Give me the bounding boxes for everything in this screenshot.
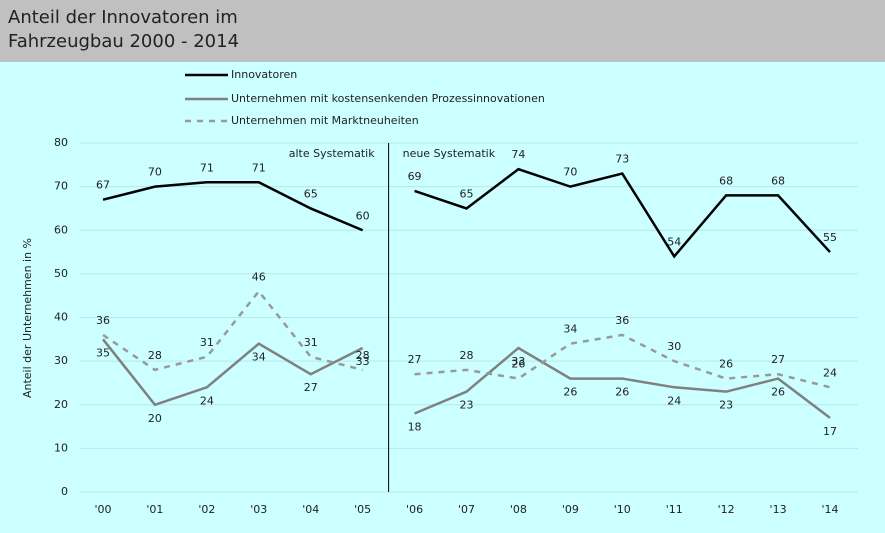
data-label: 27 [304,381,318,394]
y-tick-label: 40 [54,311,68,324]
x-tick-label: '07 [458,503,475,516]
data-label: 26 [563,386,577,399]
data-label: 68 [771,174,785,187]
data-label: 27 [408,353,422,366]
y-tick-label: 10 [54,441,68,454]
legend-label: Unternehmen mit kostensenkenden Prozessi… [231,92,545,105]
data-label: 26 [719,358,733,371]
series-line [414,333,831,389]
x-tick-label: '04 [302,503,319,516]
data-label: 68 [719,174,733,187]
data-label: 60 [356,209,370,222]
series-line [102,289,363,372]
y-tick-label: 50 [54,267,68,280]
data-label: 46 [252,270,266,283]
chart-title: Anteil der Innovatoren im Fahrzeugbau 20… [8,7,240,52]
x-tick-label: '08 [510,503,527,516]
data-label: 28 [356,349,370,362]
series-line [414,346,831,419]
data-label: 65 [460,187,474,200]
data-label: 34 [563,323,577,336]
series-line [414,167,831,259]
annotation: alte Systematik [289,147,376,160]
x-tick-label: '13 [770,503,787,516]
data-label: 55 [823,231,837,244]
data-label: 20 [148,412,162,425]
x-tick-label: '06 [406,503,423,516]
data-label: 67 [96,179,110,192]
y-tick-label: 80 [54,136,68,149]
data-label: 26 [511,358,525,371]
x-tick-label: '11 [666,503,683,516]
data-label: 73 [615,153,629,166]
data-label: 28 [148,349,162,362]
series-line [102,338,364,407]
data-label: 65 [304,187,318,200]
data-label: 33 [511,355,525,368]
x-tick-label: '05 [354,503,371,516]
data-label: 71 [200,161,214,174]
x-tick-label: '03 [250,503,267,516]
data-label: 27 [771,353,785,366]
data-label: 33 [356,355,370,368]
x-tick-label: '01 [146,503,163,516]
y-tick-label: 20 [54,398,68,411]
data-label: 69 [408,170,422,183]
data-label: 23 [460,399,474,412]
data-label: 35 [96,346,110,359]
data-label: 30 [667,340,681,353]
data-label: 26 [615,386,629,399]
y-axis-label: Anteil der Unternehmen in % [21,238,34,398]
x-tick-label: '14 [821,503,838,516]
y-tick-label: 0 [61,485,68,498]
legend-label: Unternehmen mit Marktneuheiten [231,114,419,127]
data-label: 23 [719,399,733,412]
data-label: 26 [771,386,785,399]
x-tick-label: '10 [614,503,631,516]
data-label: 71 [252,161,266,174]
data-label: 74 [511,148,525,161]
title-bar: Anteil der Innovatoren im Fahrzeugbau 20… [0,0,885,62]
data-label: 36 [96,314,110,327]
y-tick-label: 30 [54,354,68,367]
data-label: 24 [200,394,214,407]
data-label: 36 [615,314,629,327]
data-label: 70 [148,166,162,179]
y-tick-label: 70 [54,180,68,193]
data-label: 18 [408,420,422,433]
data-label: 17 [823,425,837,438]
data-label: 31 [200,336,214,349]
data-label: 28 [460,349,474,362]
x-tick-label: '09 [562,503,579,516]
data-label: 24 [667,394,681,407]
data-label: 34 [252,351,266,364]
annotation: neue Systematik [403,147,496,160]
x-tick-label: '02 [198,503,215,516]
series-line [102,181,364,232]
x-tick-label: '00 [94,503,111,516]
x-tick-label: '12 [718,503,735,516]
legend-label: Innovatoren [231,68,297,81]
data-label: 70 [563,166,577,179]
data-label: 31 [304,336,318,349]
data-label: 54 [667,235,681,248]
data-label: 24 [823,366,837,379]
y-tick-label: 60 [54,223,68,236]
